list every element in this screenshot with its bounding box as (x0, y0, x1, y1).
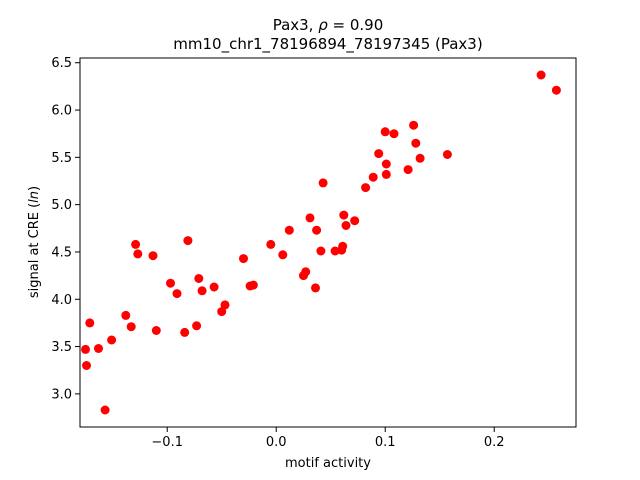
data-point-38 (339, 210, 349, 220)
y-tick-label: 4.0 (51, 293, 72, 308)
data-point-26 (278, 250, 288, 260)
plot-frame (79, 57, 577, 428)
data-point-52 (442, 150, 452, 159)
x-tick-label: 0.2 (484, 435, 505, 450)
data-point-16 (192, 321, 202, 331)
data-point-39 (341, 221, 351, 230)
x-tick-label: −0.1 (151, 435, 183, 450)
data-point-12 (166, 278, 175, 288)
data-point-53 (536, 70, 546, 80)
data-point-42 (368, 172, 378, 182)
x-tick-label: 0.0 (266, 435, 287, 450)
data-point-5 (107, 335, 117, 345)
x-axis-label: motif activity (285, 456, 371, 471)
data-point-31 (311, 283, 320, 293)
data-point-33 (316, 246, 326, 256)
data-point-4 (100, 405, 110, 415)
data-point-32 (312, 225, 322, 235)
data-point-6 (121, 310, 131, 320)
data-point-29 (301, 267, 311, 277)
data-point-1 (82, 361, 91, 370)
data-point-47 (389, 129, 399, 139)
data-point-48 (403, 165, 413, 175)
data-point-18 (197, 286, 207, 296)
y-tick-label: 6.5 (51, 56, 72, 71)
data-point-15 (183, 236, 193, 246)
data-point-25 (266, 239, 276, 249)
data-point-30 (305, 213, 315, 223)
data-point-2 (85, 318, 95, 328)
data-point-41 (361, 183, 371, 193)
data-point-9 (133, 249, 143, 259)
chart-title-line1: Pax3, ρ = 0.90 (273, 16, 384, 34)
data-point-13 (172, 289, 182, 299)
data-point-17 (194, 274, 204, 283)
y-tick-label: 5.5 (51, 151, 72, 166)
data-point-37 (338, 241, 348, 251)
data-point-8 (131, 239, 141, 249)
data-point-21 (220, 300, 230, 310)
data-point-46 (381, 169, 391, 179)
x-axis-ticks: −0.1 0.0 0.1 0.2 (151, 427, 505, 450)
data-point-50 (411, 138, 421, 148)
data-point-22 (239, 254, 248, 264)
data-point-40 (350, 216, 360, 226)
data-point-51 (415, 153, 425, 163)
data-point-54 (551, 85, 561, 95)
data-point-19 (209, 282, 219, 292)
y-tick-label: 6.0 (51, 104, 72, 119)
data-point-27 (284, 225, 294, 235)
data-point-20 (217, 307, 227, 317)
y-tick-label: 3.5 (51, 340, 72, 355)
data-point-11 (151, 326, 161, 335)
data-point-0 (81, 344, 90, 354)
data-point-44 (380, 127, 390, 137)
data-point-45 (381, 159, 391, 169)
y-tick-label: 3.0 (51, 387, 72, 402)
chart-title-line2: mm10_chr1_78196894_78197345 (Pax3) (173, 35, 482, 54)
y-axis-ticks: 3.0 3.5 4.0 4.5 5.0 5.5 6.0 6.5 (51, 56, 80, 402)
data-point-24 (248, 280, 258, 290)
data-points (81, 70, 561, 415)
data-point-43 (374, 149, 384, 159)
data-point-49 (409, 120, 419, 130)
data-point-10 (148, 251, 158, 261)
y-axis-label: signal at CRE (ln) (27, 186, 42, 298)
data-point-14 (180, 327, 190, 337)
y-tick-label: 4.5 (51, 245, 72, 260)
data-point-34 (318, 178, 328, 188)
x-tick-label: 0.1 (375, 435, 396, 450)
data-point-7 (126, 322, 136, 332)
y-tick-label: 5.0 (51, 198, 72, 213)
data-point-3 (94, 344, 103, 353)
